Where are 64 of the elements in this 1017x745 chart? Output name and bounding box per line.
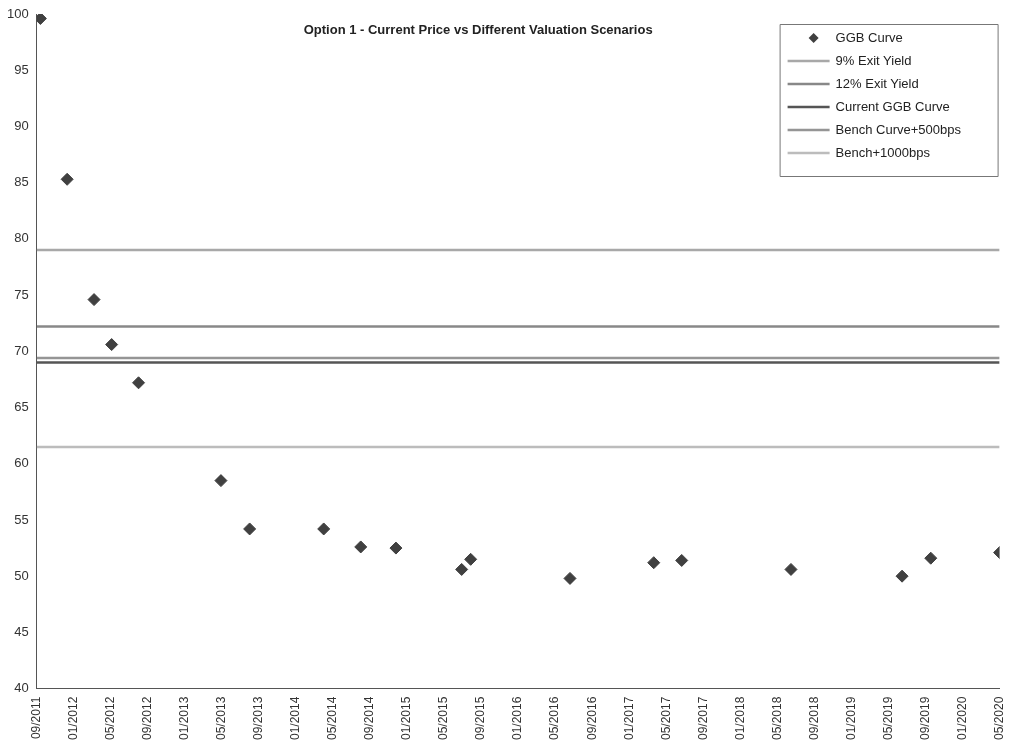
point xyxy=(647,556,661,570)
legend-label: 9% Exit Yield xyxy=(835,52,912,68)
x-tick-label: 05/2012 xyxy=(103,696,118,741)
x-tick-label: 09/2013 xyxy=(251,696,266,741)
y-tick-label: 50 xyxy=(14,567,29,583)
point xyxy=(105,338,119,352)
x-tick-label: 09/2019 xyxy=(917,696,932,741)
y-tick-label: 100 xyxy=(6,5,29,21)
point xyxy=(354,540,368,554)
x-tick-label: 01/2018 xyxy=(732,696,747,741)
legend-label: GGB Curve xyxy=(835,29,903,45)
x-tick-label: 01/2015 xyxy=(399,696,414,741)
y-tick-label: 55 xyxy=(14,511,29,527)
point xyxy=(563,571,577,585)
x-tick-label: 09/2011 xyxy=(29,696,43,740)
x-tick-label: 09/2015 xyxy=(473,696,488,741)
point xyxy=(895,569,909,583)
point xyxy=(784,562,798,576)
text: Option 1 - Current Price vs Different Valuation Scenarios xyxy=(303,22,653,38)
y-tick-label: 65 xyxy=(14,399,29,415)
point xyxy=(60,172,74,186)
x-tick-label: 05/2013 xyxy=(214,696,229,741)
x-tick-label: 01/2014 xyxy=(288,696,303,741)
x-tick-label: 01/2019 xyxy=(843,696,858,741)
point xyxy=(214,474,228,488)
x-tick-label: 05/2018 xyxy=(769,696,784,741)
point xyxy=(87,293,101,307)
point xyxy=(924,551,938,565)
point xyxy=(243,522,257,536)
x-tick-label: 05/2019 xyxy=(880,696,895,741)
x-tick-label: 05/2015 xyxy=(436,696,451,741)
y-tick-label: 70 xyxy=(14,342,29,358)
x-tick-label: 05/2020 xyxy=(991,696,1006,741)
x-tick-label: 09/2018 xyxy=(806,696,821,741)
x-tick-label: 01/2016 xyxy=(510,696,525,741)
x-tick-label: 01/2013 xyxy=(177,696,192,741)
y-tick-label: 85 xyxy=(14,174,29,190)
x-tick-label: 05/2016 xyxy=(547,696,562,741)
x-tick-label: 01/2020 xyxy=(954,696,969,741)
x-tick-label: 05/2017 xyxy=(658,696,673,741)
x-tick-label: 01/2017 xyxy=(621,696,636,741)
y-tick-label: 80 xyxy=(14,230,29,246)
point xyxy=(132,376,146,390)
x-tick-label: 09/2012 xyxy=(140,696,155,741)
y-tick-label: 45 xyxy=(14,623,29,639)
x-tick-label: 09/2017 xyxy=(695,696,710,741)
point xyxy=(317,522,331,536)
x-tick-label: 01/2012 xyxy=(66,696,81,741)
y-tick-label: 95 xyxy=(14,61,29,77)
point xyxy=(464,552,478,566)
x-tick-label: 05/2014 xyxy=(325,696,340,741)
x-tick-label: 09/2014 xyxy=(362,696,377,741)
legend-label: 12% Exit Yield xyxy=(835,75,919,91)
point xyxy=(389,541,403,555)
x-tick-label: 09/2016 xyxy=(584,696,599,741)
legend-label: Current GGB Curve xyxy=(835,98,950,114)
y-tick-label: 75 xyxy=(14,286,29,302)
legend-label: Bench+1000bps xyxy=(835,144,931,160)
point xyxy=(455,562,469,576)
legend-label: Bench Curve+500bps xyxy=(835,121,962,137)
point xyxy=(675,553,689,567)
y-tick-label: 40 xyxy=(14,680,29,696)
y-tick-label: 90 xyxy=(14,118,29,134)
y-tick-label: 60 xyxy=(14,455,29,471)
